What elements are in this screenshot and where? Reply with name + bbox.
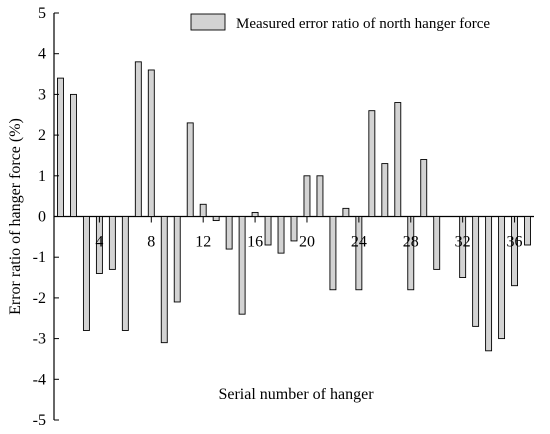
bar-hanger-15 bbox=[238, 216, 246, 315]
x-tick-label: 28 bbox=[403, 234, 419, 251]
bar-hanger-12 bbox=[199, 203, 207, 217]
bar-hanger-14 bbox=[225, 216, 233, 250]
bar-hanger-8 bbox=[147, 69, 155, 217]
bar-hanger-11 bbox=[186, 122, 194, 217]
x-axis-label: Serial number of hanger bbox=[218, 386, 374, 403]
bar-hanger-23 bbox=[342, 207, 350, 217]
y-tick-label: 1 bbox=[38, 168, 46, 185]
bar-hanger-33 bbox=[472, 216, 480, 327]
legend-swatch bbox=[190, 13, 226, 31]
bar-hanger-30 bbox=[433, 216, 441, 270]
x-tick-label: 20 bbox=[299, 234, 315, 251]
y-tick-label: 0 bbox=[38, 209, 46, 226]
y-tick-label: 4 bbox=[38, 46, 46, 63]
bars bbox=[57, 61, 531, 352]
y-tick-label: -3 bbox=[33, 331, 46, 348]
bar-hanger-3 bbox=[82, 216, 90, 331]
legend-label: Measured error ratio of north hanger for… bbox=[236, 16, 490, 32]
bar-hanger-9 bbox=[160, 216, 168, 344]
bar-hanger-7 bbox=[134, 61, 142, 217]
y-tick-label: -5 bbox=[33, 412, 46, 429]
bar-hanger-26 bbox=[381, 163, 389, 217]
bar-hanger-2 bbox=[70, 93, 77, 217]
y-tick-label: -2 bbox=[33, 290, 46, 307]
bar-hanger-22 bbox=[329, 216, 337, 291]
bar-hanger-28 bbox=[407, 216, 415, 291]
x-tick-label: 24 bbox=[351, 234, 367, 251]
bar-hanger-29 bbox=[420, 159, 428, 217]
y-tick-label: -1 bbox=[33, 249, 46, 266]
bar-hanger-6 bbox=[121, 216, 129, 331]
x-tick-label: 12 bbox=[195, 234, 211, 251]
bar-hanger-19 bbox=[290, 216, 298, 242]
bar-hanger-17 bbox=[264, 216, 272, 246]
bar-hanger-16 bbox=[251, 211, 259, 217]
bar-hanger-10 bbox=[173, 216, 181, 303]
x-tick-label: 36 bbox=[507, 234, 523, 251]
bar-hanger-24 bbox=[355, 216, 363, 291]
bar-hanger-1 bbox=[57, 77, 64, 217]
y-axis-label: Error ratio of hanger force (%) bbox=[7, 118, 24, 315]
y-tick-label: 5 bbox=[38, 5, 46, 22]
bar-hanger-37 bbox=[524, 216, 531, 246]
bar-hanger-21 bbox=[316, 175, 324, 217]
bar-hanger-35 bbox=[498, 216, 506, 340]
x-tick-label: 32 bbox=[455, 234, 471, 251]
bar-hanger-36 bbox=[511, 216, 518, 287]
bar-hanger-34 bbox=[485, 216, 493, 352]
x-tick-label: 16 bbox=[247, 234, 263, 251]
bar-hanger-20 bbox=[303, 175, 311, 217]
bar-hanger-25 bbox=[368, 110, 376, 217]
legend: Measured error ratio of north hanger for… bbox=[190, 13, 490, 32]
bar-hanger-18 bbox=[277, 216, 285, 254]
bar-hanger-27 bbox=[394, 102, 402, 217]
bar-hanger-5 bbox=[108, 216, 116, 270]
y-tick-label: 2 bbox=[38, 127, 46, 144]
bar-hanger-13 bbox=[212, 216, 220, 222]
y-tick-label: -4 bbox=[33, 371, 46, 388]
x-tick-label: 8 bbox=[147, 234, 155, 251]
x-tick-label: 4 bbox=[95, 234, 103, 251]
y-tick-label: 3 bbox=[38, 86, 46, 103]
